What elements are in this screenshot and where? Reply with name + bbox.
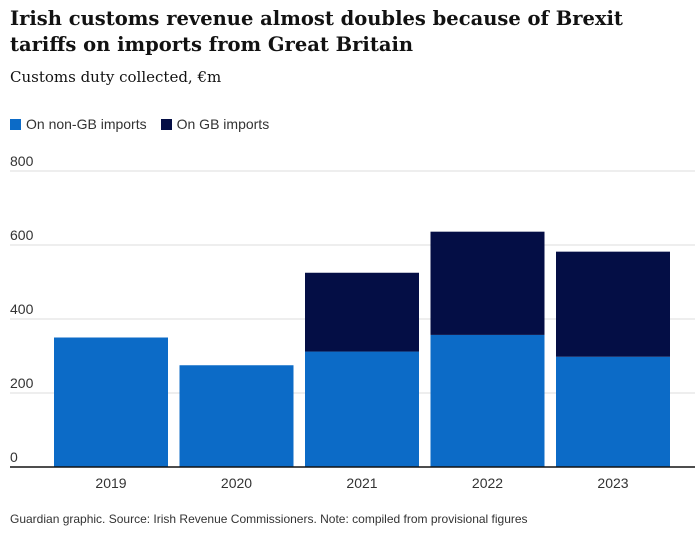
bar-2023-non-gb xyxy=(556,356,670,467)
bar-2019-non-gb xyxy=(54,337,168,467)
bar-chart: 0 200 400 600 800 2019 2020 2021 2022 2023 xyxy=(10,153,695,491)
chart-title: Irish customs revenue almost doubles bec… xyxy=(10,7,623,56)
y-tick-label-200: 200 xyxy=(10,375,34,391)
bar-2022-non-gb xyxy=(430,334,545,467)
legend-label-gb: On GB imports xyxy=(176,116,270,132)
legend: On non-GB imports On GB imports xyxy=(10,116,283,132)
bar-2022-gb xyxy=(430,231,545,335)
x-tick-label-2022: 2022 xyxy=(472,475,503,491)
y-tick-label-800: 800 xyxy=(10,153,34,169)
x-tick-label-2023: 2023 xyxy=(597,475,628,491)
legend-swatch-non-gb xyxy=(10,118,21,130)
y-tick-label-0: 0 xyxy=(10,449,18,465)
y-tick-label-400: 400 xyxy=(10,301,34,317)
legend-swatch-gb xyxy=(160,118,172,130)
footer-source: Guardian graphic. Source: Irish Revenue … xyxy=(10,512,528,526)
bar-2020-non-gb xyxy=(179,365,294,467)
x-tick-label-2020: 2020 xyxy=(221,475,252,491)
y-tick-label-600: 600 xyxy=(10,227,34,243)
x-tick-label-2019: 2019 xyxy=(95,475,126,491)
legend-item-non-gb: On non-GB imports xyxy=(10,116,147,132)
x-tick-label-2021: 2021 xyxy=(346,475,377,491)
bar-2021-gb xyxy=(305,272,419,352)
legend-label-non-gb: On non-GB imports xyxy=(26,116,147,132)
chart-subtitle: Customs duty collected, €m xyxy=(10,68,222,86)
bar-2023-gb xyxy=(556,251,670,357)
bar-2021-non-gb xyxy=(305,351,419,467)
legend-item-gb: On GB imports xyxy=(160,116,270,132)
